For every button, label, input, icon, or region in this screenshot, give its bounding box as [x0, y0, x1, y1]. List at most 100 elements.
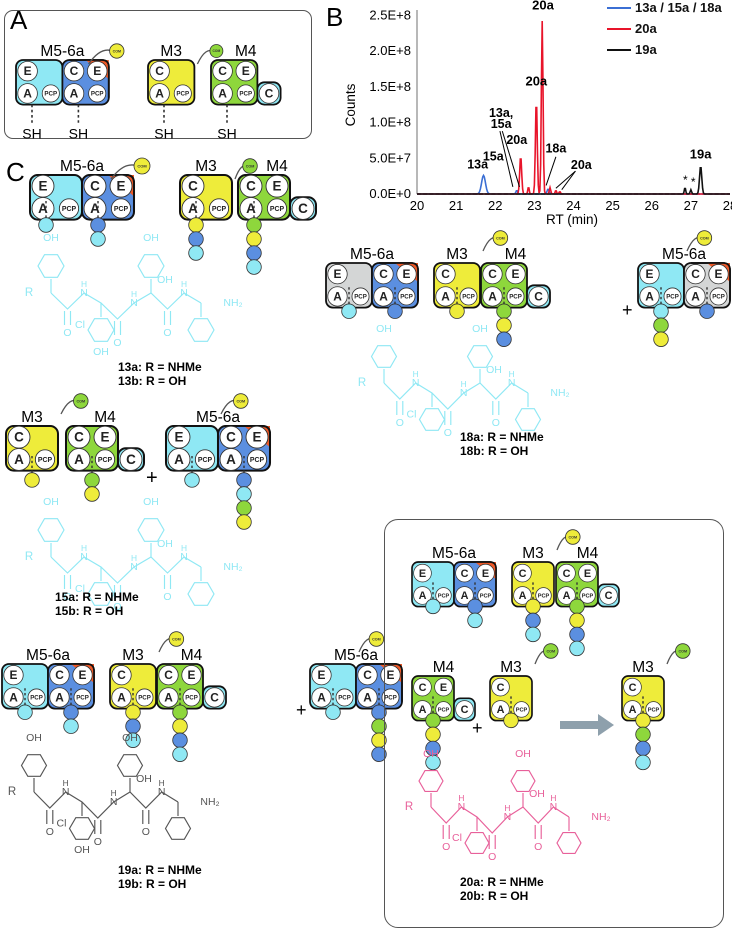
svg-text:N: N	[550, 801, 558, 813]
svg-text:PCP: PCP	[338, 695, 351, 702]
svg-text:PCP: PCP	[98, 457, 113, 464]
svg-text:M3: M3	[632, 659, 654, 676]
svg-text:E: E	[79, 668, 87, 682]
svg-text:COM: COM	[546, 649, 555, 653]
svg-text:C: C	[55, 668, 64, 682]
svg-text:*: *	[691, 175, 696, 189]
svg-text:PCP: PCP	[30, 695, 43, 702]
svg-text:OH: OH	[157, 538, 173, 550]
svg-text:O: O	[113, 337, 121, 349]
svg-text:C: C	[379, 267, 388, 281]
svg-text:M5-6a: M5-6a	[662, 246, 706, 263]
svg-text:O: O	[142, 826, 150, 838]
svg-text:PCP: PCP	[250, 457, 265, 464]
svg-text:N: N	[504, 811, 512, 823]
svg-text:C: C	[14, 430, 24, 445]
svg-text:E: E	[175, 430, 184, 445]
svg-text:PCP: PCP	[516, 707, 528, 713]
svg-text:C: C	[629, 682, 637, 694]
svg-text:OH: OH	[74, 844, 90, 856]
svg-text:COM: COM	[172, 637, 181, 641]
svg-text:M4: M4	[94, 409, 116, 426]
svg-text:20a: 20a	[635, 21, 657, 36]
svg-text:Cl: Cl	[452, 832, 462, 844]
svg-text:M5-6a: M5-6a	[350, 246, 394, 263]
svg-text:PCP: PCP	[712, 294, 725, 301]
svg-text:A: A	[645, 289, 654, 303]
svg-text:PCP: PCP	[509, 294, 522, 301]
svg-text:C: C	[519, 568, 527, 580]
svg-text:23: 23	[527, 198, 541, 213]
svg-text:A: A	[164, 690, 173, 704]
svg-text:O: O	[163, 327, 171, 339]
svg-text:N: N	[508, 377, 516, 389]
svg-text:PCP: PCP	[400, 294, 413, 301]
svg-text:R: R	[405, 801, 413, 813]
svg-text:Cl: Cl	[57, 818, 67, 830]
svg-text:COM: COM	[496, 236, 505, 240]
svg-text:N: N	[80, 287, 88, 299]
svg-text:OH: OH	[376, 323, 392, 335]
svg-text:NH₂: NH₂	[550, 387, 569, 399]
svg-text:A: A	[488, 289, 497, 303]
svg-text:E: E	[584, 568, 591, 580]
svg-text:OH: OH	[43, 232, 59, 244]
svg-text:PCP: PCP	[538, 593, 550, 599]
svg-text:A: A	[333, 289, 342, 303]
svg-text:R: R	[25, 287, 33, 299]
svg-text:A: A	[9, 690, 18, 704]
svg-text:A: A	[363, 690, 372, 704]
svg-text:PCP: PCP	[138, 695, 151, 702]
svg-text:A: A	[563, 590, 571, 602]
svg-text:R: R	[358, 377, 366, 389]
svg-text:C: C	[226, 430, 236, 445]
svg-text:OH: OH	[423, 748, 439, 760]
svg-text:C: C	[363, 668, 372, 682]
svg-text:A: A	[117, 690, 126, 704]
svg-text:OH: OH	[143, 496, 159, 508]
svg-text:O: O	[488, 851, 496, 863]
svg-text:E: E	[646, 267, 654, 281]
svg-text:25: 25	[605, 198, 619, 213]
svg-text:C: C	[605, 590, 613, 602]
svg-text:M3: M3	[522, 545, 544, 562]
svg-text:E: E	[188, 668, 196, 682]
svg-text:*: *	[683, 173, 688, 187]
svg-text:19a: 19a	[690, 146, 712, 161]
svg-text:26: 26	[645, 198, 659, 213]
svg-text:Cl: Cl	[75, 319, 85, 331]
svg-text:20a: 20a	[571, 158, 593, 172]
svg-text:C: C	[117, 668, 126, 682]
svg-text:PCP: PCP	[480, 593, 492, 599]
svg-text:C: C	[691, 267, 700, 281]
svg-text:O: O	[534, 841, 542, 853]
svg-text:R: R	[25, 551, 33, 563]
svg-text:1.5E+8: 1.5E+8	[369, 79, 411, 94]
svg-text:13a / 15a / 18a: 13a / 15a / 18a	[635, 0, 723, 15]
svg-text:A: A	[226, 452, 236, 467]
svg-text:O: O	[163, 591, 171, 603]
svg-text:A: A	[174, 452, 184, 467]
svg-text:C: C	[563, 568, 571, 580]
svg-text:O: O	[63, 327, 71, 339]
svg-text:NH₂: NH₂	[223, 297, 242, 309]
svg-text:OH: OH	[136, 773, 152, 785]
svg-text:N: N	[412, 377, 420, 389]
svg-text:2.5E+8: 2.5E+8	[369, 7, 411, 22]
svg-text:A: A	[629, 704, 637, 716]
svg-text:PCP: PCP	[648, 707, 660, 713]
svg-text:E: E	[334, 267, 342, 281]
svg-text:E: E	[419, 568, 426, 580]
svg-text:OH: OH	[43, 496, 59, 508]
svg-text:COM: COM	[678, 649, 687, 653]
svg-text:18a: 18a	[545, 142, 567, 156]
svg-text:A: A	[74, 452, 84, 467]
svg-text:A: A	[519, 590, 527, 602]
svg-text:A: A	[497, 704, 505, 716]
svg-text:24: 24	[566, 198, 580, 213]
svg-text:COM: COM	[568, 535, 577, 539]
svg-text:M5-6a: M5-6a	[26, 647, 70, 664]
svg-text:COM: COM	[700, 236, 709, 240]
svg-text:15a: 15a	[483, 149, 505, 163]
svg-text:M5-6a: M5-6a	[334, 647, 378, 664]
